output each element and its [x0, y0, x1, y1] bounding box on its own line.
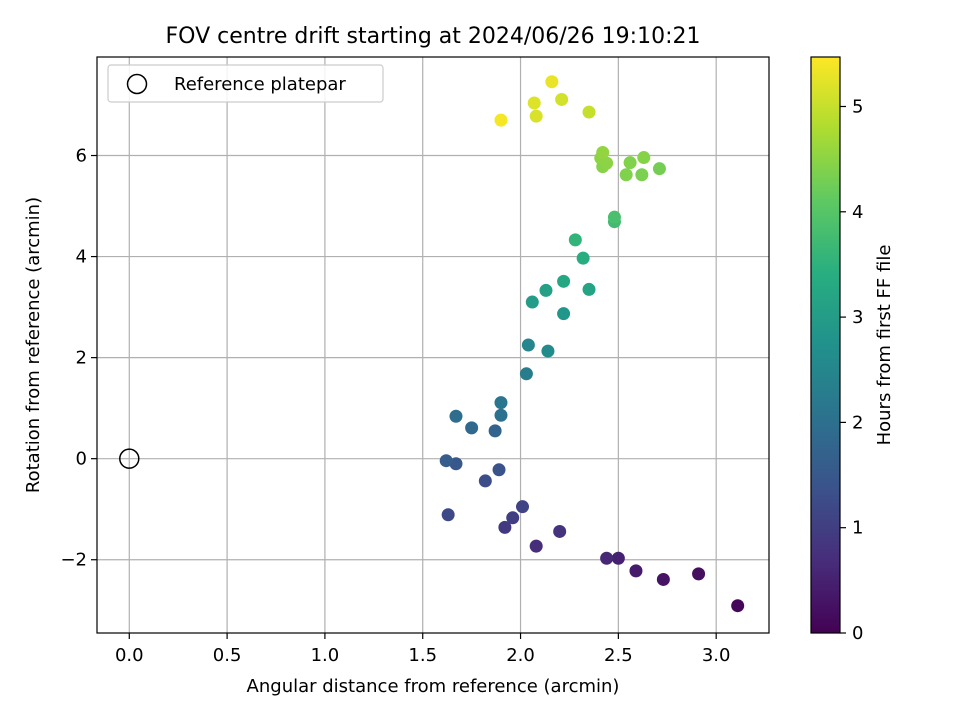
x-gridlines	[128, 57, 717, 633]
data-points	[439, 75, 745, 613]
data-point	[637, 151, 651, 165]
legend-entry-reference: Reference platepar	[174, 74, 346, 95]
data-point	[619, 168, 633, 182]
data-point	[521, 338, 535, 352]
colorbar-tick-label: 2	[852, 412, 863, 433]
x-axis-label: Angular distance from reference (arcmin)	[247, 676, 620, 697]
reference-marker	[119, 448, 140, 469]
colorbar-label: Hours from first FF file	[874, 245, 895, 446]
data-point	[656, 572, 670, 586]
data-point	[488, 424, 502, 438]
plot-frame	[96, 56, 770, 634]
data-point	[596, 145, 610, 159]
data-point	[539, 283, 553, 297]
data-point	[441, 508, 455, 522]
data-point	[611, 551, 625, 565]
data-point	[494, 113, 508, 127]
data-point	[545, 75, 559, 89]
y-axis-ticks: −2 0 2 4 6	[60, 146, 97, 571]
data-point	[652, 162, 666, 176]
data-point	[529, 539, 543, 553]
x-tick-label: 0.5	[213, 645, 242, 666]
x-tick-label: 1.0	[311, 645, 340, 666]
x-tick-label: 2.0	[506, 645, 535, 666]
y-tick-label: 6	[76, 146, 87, 167]
data-point	[557, 307, 571, 321]
x-tick-label: 0.0	[115, 645, 144, 666]
data-point	[494, 396, 508, 410]
colorbar-tick-label: 0	[852, 623, 863, 644]
data-point	[582, 105, 596, 119]
data-point	[519, 367, 533, 381]
chart-title: FOV centre drift starting at 2024/06/26 …	[166, 24, 701, 49]
y-tick-label: 0	[76, 449, 87, 470]
data-point	[449, 409, 463, 423]
legend: Reference platepar	[107, 64, 384, 103]
data-point	[635, 168, 649, 182]
data-point	[516, 500, 530, 514]
data-point	[553, 524, 567, 538]
data-point	[557, 274, 571, 288]
colorbar-tick-label: 3	[852, 307, 863, 328]
data-point	[692, 567, 706, 581]
x-axis-ticks: 0.0 0.5 1.0 1.5 2.0 2.5 3.0	[115, 633, 731, 666]
x-tick-label: 1.5	[408, 645, 437, 666]
data-point	[506, 511, 520, 525]
data-point	[527, 96, 541, 110]
legend-marker	[126, 73, 148, 95]
data-point	[568, 233, 582, 247]
colorbar-ticks: 0 1 2 3 4 5	[840, 96, 863, 644]
y-tick-label: 4	[76, 247, 87, 268]
data-point	[525, 295, 539, 309]
data-point	[607, 210, 621, 224]
data-point	[498, 520, 512, 534]
colorbar-tick-label: 5	[852, 96, 863, 117]
data-point	[465, 421, 479, 435]
data-point	[439, 454, 453, 468]
data-point	[576, 251, 590, 265]
y-tick-label: −2	[60, 550, 87, 571]
data-point	[555, 92, 569, 106]
x-tick-label: 2.5	[604, 645, 633, 666]
y-tick-label: 2	[76, 348, 87, 369]
x-tick-label: 3.0	[702, 645, 731, 666]
data-point	[492, 463, 506, 477]
data-point	[600, 551, 614, 565]
data-point	[494, 408, 508, 422]
data-point	[541, 344, 555, 358]
data-point	[478, 474, 492, 488]
data-point	[449, 457, 463, 471]
y-axis-label: Rotation from reference (arcmin)	[23, 197, 44, 493]
colorbar-tick-label: 4	[852, 202, 863, 223]
data-point	[731, 599, 745, 613]
colorbar-gradient	[810, 56, 841, 634]
data-point	[529, 109, 543, 123]
legend-box	[107, 64, 384, 103]
colorbar: 0 1 2 3 4 5	[810, 56, 863, 644]
data-point	[629, 564, 643, 578]
colorbar-tick-label: 1	[852, 518, 863, 539]
plot-area: 0.0 0.5 1.0 1.5 2.0 2.5 3.0 −2 0 2 4 6	[60, 56, 770, 666]
y-gridlines	[97, 154, 769, 561]
data-point	[623, 156, 637, 170]
data-point	[582, 282, 596, 296]
